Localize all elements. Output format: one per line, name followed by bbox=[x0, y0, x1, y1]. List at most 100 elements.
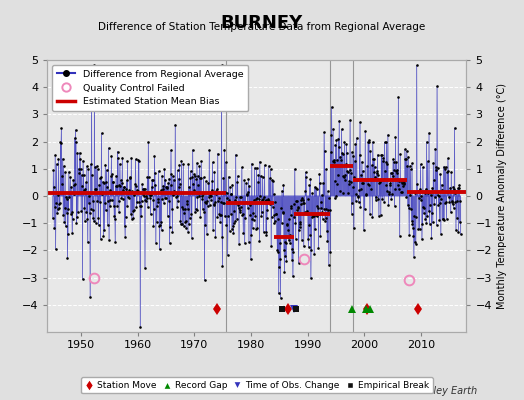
Point bbox=[53, 206, 62, 212]
Point bbox=[224, 213, 232, 220]
Point bbox=[370, 156, 378, 162]
Point bbox=[344, 180, 353, 187]
Point bbox=[421, 190, 429, 196]
Point bbox=[213, 214, 222, 220]
Point bbox=[414, 194, 423, 201]
Point bbox=[226, 184, 234, 190]
Point bbox=[219, 263, 227, 270]
Point bbox=[423, 213, 431, 220]
Point bbox=[301, 188, 309, 195]
Point bbox=[277, 220, 286, 226]
Point bbox=[116, 182, 125, 189]
Point bbox=[104, 198, 112, 204]
Point bbox=[132, 183, 140, 189]
Point bbox=[122, 186, 130, 192]
Point bbox=[232, 194, 241, 200]
Point bbox=[79, 172, 88, 178]
Point bbox=[291, 166, 299, 172]
Point bbox=[447, 169, 455, 176]
Point bbox=[419, 204, 428, 210]
Point bbox=[418, 236, 426, 242]
Point bbox=[107, 173, 115, 179]
Point bbox=[258, 174, 267, 180]
Point bbox=[291, 236, 300, 242]
Point bbox=[194, 182, 203, 188]
Point bbox=[198, 196, 206, 202]
Point bbox=[89, 197, 97, 204]
Point bbox=[208, 178, 216, 184]
Point bbox=[283, 234, 292, 241]
Point bbox=[174, 198, 182, 205]
Point bbox=[395, 186, 403, 192]
Point bbox=[418, 221, 427, 228]
Point bbox=[452, 188, 461, 194]
Point bbox=[354, 199, 363, 205]
Point bbox=[159, 183, 168, 189]
Point bbox=[287, 203, 296, 209]
Point bbox=[192, 176, 200, 182]
Point bbox=[354, 194, 362, 200]
Point bbox=[444, 168, 453, 174]
Point bbox=[398, 180, 406, 186]
Point bbox=[155, 223, 163, 229]
Point bbox=[416, 186, 424, 192]
Point bbox=[265, 198, 274, 205]
Point bbox=[119, 184, 128, 191]
Point bbox=[176, 162, 184, 168]
Point bbox=[169, 192, 178, 198]
Point bbox=[87, 206, 95, 212]
Point bbox=[189, 147, 197, 153]
Point bbox=[305, 182, 314, 189]
Point bbox=[156, 222, 165, 228]
Point bbox=[368, 139, 377, 145]
Point bbox=[348, 149, 356, 155]
Point bbox=[160, 166, 169, 173]
Point bbox=[454, 185, 462, 192]
Point bbox=[171, 189, 179, 196]
Point bbox=[389, 167, 398, 174]
Point bbox=[143, 195, 151, 202]
Point bbox=[310, 213, 318, 220]
Point bbox=[261, 197, 270, 203]
Point bbox=[50, 184, 58, 190]
Point bbox=[435, 193, 443, 200]
Point bbox=[451, 199, 460, 205]
Point bbox=[141, 265, 149, 271]
Point bbox=[426, 189, 434, 195]
Point bbox=[146, 192, 155, 198]
Point bbox=[73, 150, 82, 156]
Point bbox=[407, 166, 415, 172]
Point bbox=[447, 198, 456, 204]
Point bbox=[398, 183, 407, 190]
Point bbox=[253, 164, 261, 171]
Point bbox=[308, 213, 316, 220]
Point bbox=[73, 214, 81, 220]
Point bbox=[98, 191, 106, 197]
Point bbox=[195, 193, 203, 200]
Point bbox=[265, 162, 273, 169]
Point bbox=[333, 157, 342, 163]
Point bbox=[455, 185, 463, 192]
Point bbox=[165, 198, 173, 204]
Point bbox=[180, 210, 189, 216]
Point bbox=[183, 206, 192, 212]
Point bbox=[126, 174, 134, 180]
Point bbox=[124, 190, 133, 196]
Point bbox=[351, 141, 359, 148]
Point bbox=[198, 193, 206, 200]
Point bbox=[238, 212, 246, 218]
Point bbox=[57, 125, 66, 132]
Point bbox=[372, 194, 380, 200]
Point bbox=[120, 184, 128, 190]
Point bbox=[266, 175, 274, 181]
Point bbox=[400, 180, 408, 186]
Point bbox=[223, 195, 232, 201]
Point bbox=[392, 159, 401, 166]
Point bbox=[102, 178, 111, 185]
Point bbox=[441, 164, 450, 170]
Point bbox=[249, 210, 257, 216]
Point bbox=[264, 197, 272, 204]
Point bbox=[151, 239, 160, 246]
Point bbox=[358, 180, 367, 186]
Point bbox=[111, 216, 119, 222]
